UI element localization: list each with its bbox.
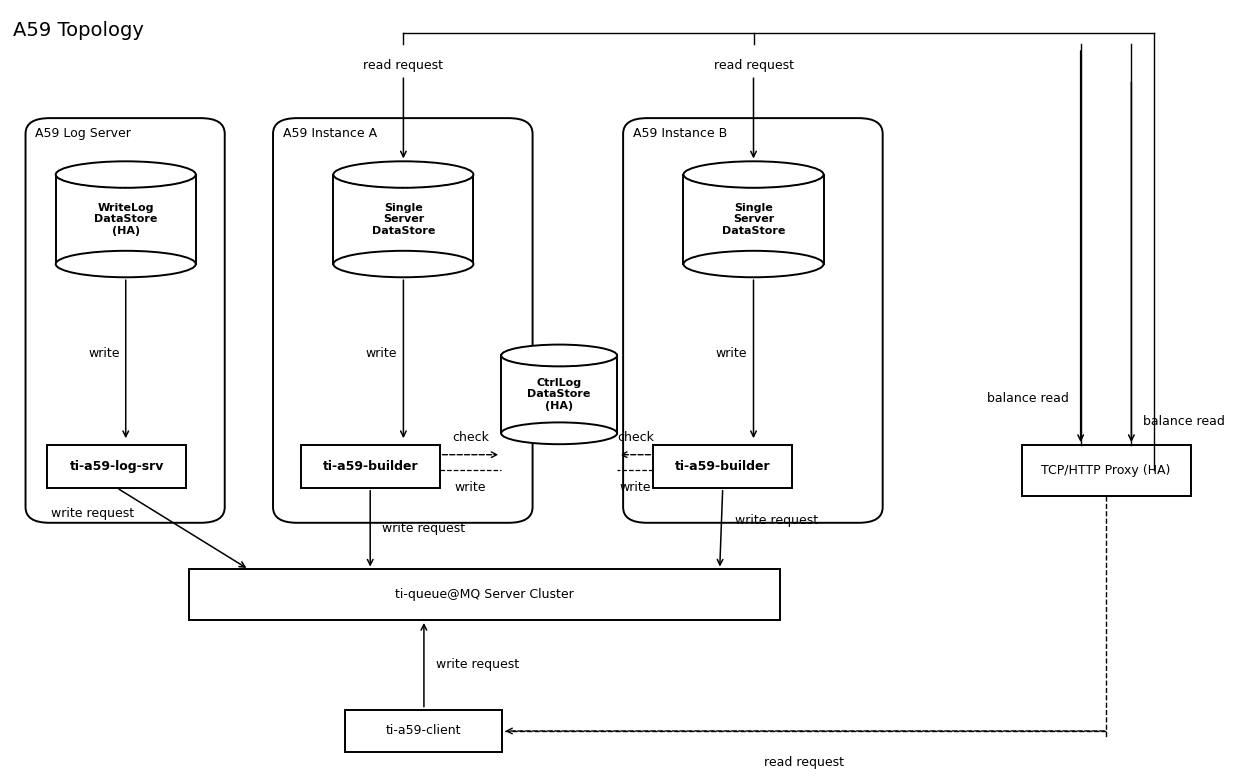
FancyBboxPatch shape xyxy=(624,118,883,522)
Text: ti-a59-client: ti-a59-client xyxy=(386,725,461,737)
Text: A59 Instance A: A59 Instance A xyxy=(283,127,377,141)
Ellipse shape xyxy=(334,162,474,187)
FancyBboxPatch shape xyxy=(26,118,224,522)
Bar xyxy=(47,445,186,488)
Text: write: write xyxy=(366,347,397,360)
Text: ti-queue@MQ Server Cluster: ti-queue@MQ Server Cluster xyxy=(394,588,574,601)
Text: A59 Log Server: A59 Log Server xyxy=(35,127,131,141)
Text: read request: read request xyxy=(363,59,444,72)
Bar xyxy=(188,569,780,620)
FancyBboxPatch shape xyxy=(273,118,532,522)
Bar xyxy=(501,355,618,433)
Ellipse shape xyxy=(683,251,823,277)
Bar xyxy=(334,174,474,264)
Text: check: check xyxy=(616,431,653,444)
Bar xyxy=(653,445,792,488)
Text: read request: read request xyxy=(764,755,844,769)
Text: write: write xyxy=(455,481,486,494)
Text: read request: read request xyxy=(713,59,794,72)
Text: Single
Server
DataStore: Single Server DataStore xyxy=(372,203,435,236)
Ellipse shape xyxy=(334,251,474,277)
Ellipse shape xyxy=(56,162,196,187)
Text: TCP/HTTP Proxy (HA): TCP/HTTP Proxy (HA) xyxy=(1042,464,1171,476)
Ellipse shape xyxy=(501,344,618,366)
Text: write: write xyxy=(715,347,748,360)
Text: ti-a59-builder: ti-a59-builder xyxy=(675,460,770,473)
Text: write request: write request xyxy=(735,515,818,527)
Text: CtrlLog
DataStore
(HA): CtrlLog DataStore (HA) xyxy=(527,378,590,411)
Bar xyxy=(683,174,823,264)
Text: check: check xyxy=(451,431,489,444)
Text: balance read: balance read xyxy=(987,392,1069,405)
Bar xyxy=(56,174,196,264)
Bar xyxy=(346,710,502,752)
Text: write: write xyxy=(620,481,651,494)
Text: ti-a59-log-srv: ti-a59-log-srv xyxy=(69,460,164,473)
Text: Single
Server
DataStore: Single Server DataStore xyxy=(722,203,785,236)
Text: balance read: balance read xyxy=(1143,415,1225,428)
Ellipse shape xyxy=(501,423,618,444)
Ellipse shape xyxy=(683,162,823,187)
Text: WriteLog
DataStore
(HA): WriteLog DataStore (HA) xyxy=(94,203,157,236)
Bar xyxy=(301,445,440,488)
Text: write request: write request xyxy=(436,658,520,672)
Text: write: write xyxy=(88,347,120,360)
Text: write request: write request xyxy=(382,522,465,535)
Text: A59 Topology: A59 Topology xyxy=(14,21,144,40)
Text: A59 Instance B: A59 Instance B xyxy=(632,127,727,141)
Text: write request: write request xyxy=(51,507,134,519)
Bar xyxy=(1022,445,1190,496)
Ellipse shape xyxy=(56,251,196,277)
Text: ti-a59-builder: ti-a59-builder xyxy=(322,460,418,473)
